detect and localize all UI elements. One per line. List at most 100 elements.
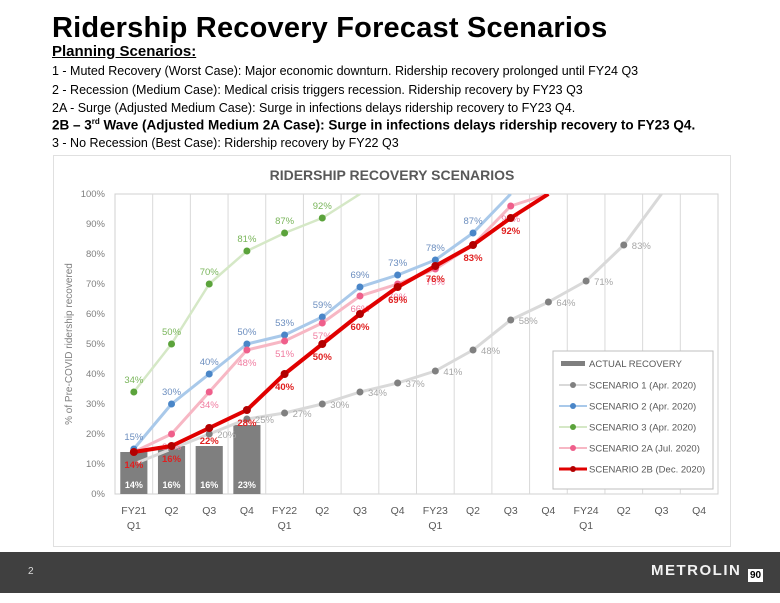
data-point <box>355 310 364 318</box>
data-point <box>393 283 402 291</box>
scenario-3-description: 3 - No Recession (Best Case): Ridership … <box>52 136 399 150</box>
data-label: 40% <box>275 382 295 393</box>
y-tick-label: 0% <box>91 489 105 500</box>
legend-label: ACTUAL RECOVERY <box>589 359 683 370</box>
data-point <box>318 340 327 348</box>
x-tick-label: FY22 <box>272 505 297 517</box>
legend-label: SCENARIO 3 (Apr. 2020) <box>589 423 696 434</box>
data-point <box>544 298 552 306</box>
x-tick-label: Q4 <box>391 505 405 517</box>
data-point <box>129 448 138 456</box>
data-label: 28% <box>237 418 257 429</box>
data-point <box>243 415 251 423</box>
data-label: 92% <box>313 201 333 212</box>
data-label: 78% <box>426 243 446 254</box>
legend-marker <box>570 403 576 409</box>
data-label: 22% <box>200 436 220 447</box>
scenario-2a-description: 2A - Surge (Adjusted Medium Case): Surge… <box>52 101 576 115</box>
bar-label: 16% <box>200 480 218 490</box>
data-point <box>356 283 364 291</box>
scenario-2b-description: 2B – 3rd Wave (Adjusted Medium 2A Case):… <box>52 117 695 133</box>
data-point <box>281 331 289 339</box>
data-point <box>168 340 176 348</box>
x-tick-label: Q3 <box>654 505 668 517</box>
x-tick-label: Q2 <box>466 505 480 517</box>
x-tick-label: Q3 <box>504 505 518 517</box>
footer-bar: 2 METROLIN 90 <box>0 552 780 593</box>
scenario-1-description: 1 - Muted Recovery (Worst Case): Major e… <box>52 64 639 78</box>
data-label: 71% <box>594 277 614 288</box>
data-point <box>168 400 176 408</box>
series-line-scenario-2b-dec-2020- <box>133 194 550 454</box>
x-tick-label: FY23 <box>423 505 448 517</box>
legend-box <box>552 350 714 490</box>
data-point <box>469 241 478 249</box>
chart-container: RIDERSHIP RECOVERY SCENARIOS 0% 10% 20% 30% 4… <box>53 155 731 547</box>
data-point <box>318 313 326 321</box>
data-point <box>205 280 213 288</box>
x-tick-label: Q4 <box>692 505 706 517</box>
legend-marker <box>570 445 576 451</box>
scenario-2b-prefix: 2B – 3 <box>52 117 92 133</box>
bar-label: 14% <box>125 480 143 490</box>
x-tick-label: Q3 <box>353 505 367 517</box>
bar-actual-recovery <box>233 425 261 494</box>
data-label: 14% <box>124 460 144 471</box>
data-label: 70% <box>388 292 408 303</box>
data-point <box>507 202 515 210</box>
metrolink-logo: METROLIN <box>651 562 742 579</box>
data-point <box>318 214 326 222</box>
data-point <box>431 256 439 264</box>
y-tick-label: 40% <box>86 369 106 380</box>
logo-badge: 90 <box>748 569 764 582</box>
data-label: 64% <box>556 298 576 309</box>
data-label: 25% <box>255 415 275 426</box>
data-label: 51% <box>275 349 295 360</box>
data-point <box>242 406 251 414</box>
data-point <box>394 271 402 279</box>
data-label: 81% <box>237 234 257 245</box>
data-label: 57% <box>313 331 333 342</box>
x-tick-label: Q4 <box>240 505 254 517</box>
x-tick-label: Q1 <box>579 520 593 532</box>
data-point <box>243 346 251 354</box>
data-label: 50% <box>313 352 333 363</box>
page-title: Ridership Recovery Forecast Scenarios <box>52 12 608 44</box>
data-label: 83% <box>632 241 652 252</box>
x-tick-label: Q2 <box>165 505 179 517</box>
data-point <box>469 346 477 354</box>
legend-label: SCENARIO 2 (Apr. 2020) <box>589 402 696 413</box>
y-tick-label: 60% <box>86 309 106 320</box>
chart-title: RIDERSHIP RECOVERY SCENARIOS <box>270 167 515 183</box>
bar-actual-recovery <box>195 446 223 494</box>
x-tick-label: Q3 <box>202 505 216 517</box>
data-point <box>243 340 251 348</box>
y-tick-label: 10% <box>86 459 106 470</box>
data-label: 30% <box>330 400 350 411</box>
data-point <box>318 319 326 327</box>
bar-label: 23% <box>238 480 256 490</box>
legend-label: SCENARIO 1 (Apr. 2020) <box>589 381 696 392</box>
data-label: 20% <box>217 430 237 441</box>
planning-scenarios-heading: Planning Scenarios: <box>52 43 197 60</box>
data-label: 30% <box>162 387 182 398</box>
data-point <box>281 409 289 417</box>
scenario-2b-rest: Wave (Adjusted Medium 2A Case): Surge in… <box>99 117 696 133</box>
data-point <box>281 337 289 345</box>
data-label: 59% <box>313 300 333 311</box>
data-point <box>205 388 213 396</box>
legend-label: SCENARIO 2B (Dec. 2020) <box>589 465 705 476</box>
data-point <box>507 316 515 324</box>
data-label: 87% <box>464 216 484 227</box>
data-label: 41% <box>443 367 463 378</box>
data-label: 50% <box>237 327 257 338</box>
data-label: 73% <box>388 258 408 269</box>
data-point <box>130 460 138 468</box>
data-label: 83% <box>464 253 484 264</box>
data-point <box>280 370 289 378</box>
data-point <box>431 262 440 270</box>
page-number: 2 <box>28 566 34 577</box>
data-point <box>431 367 439 375</box>
legend-marker <box>570 424 576 430</box>
x-tick-label: FY21 <box>121 505 146 517</box>
